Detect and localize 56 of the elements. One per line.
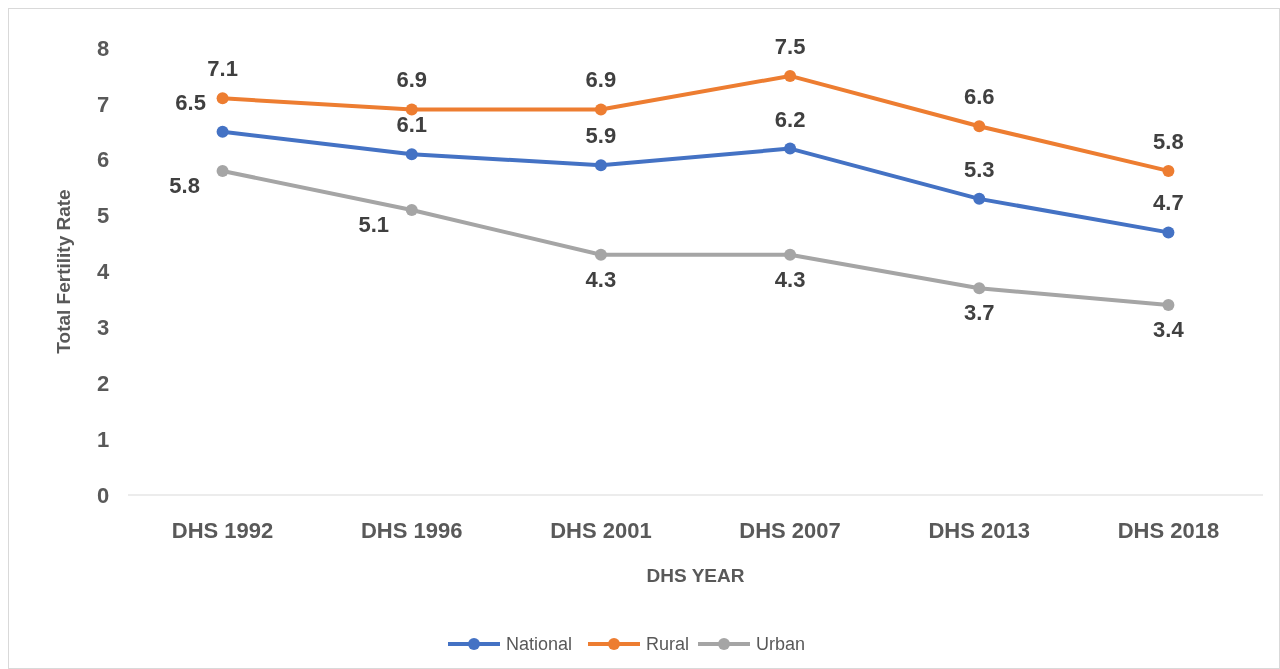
x-axis-title: DHS YEAR [646,565,745,586]
point [784,248,797,261]
point [1162,299,1175,312]
data-label: 6.5 [175,89,206,115]
y-tick-label: 4 [96,259,110,285]
data-label: 5.1 [358,212,390,238]
x-tick-label: DHS 1992 [171,518,274,543]
y-tick-label: 6 [96,147,110,173]
x-tick-label: DHS 1996 [360,518,463,543]
y-tick-label: 0 [96,482,110,508]
y-tick-label: 7 [96,91,110,117]
point [594,248,607,261]
data-label: 5.9 [585,123,617,149]
data-label: 4.3 [585,266,617,292]
data-label: 4.3 [774,266,806,292]
y-tick-label: 1 [96,426,110,452]
data-label: 6.1 [396,112,428,138]
data-label: 7.1 [207,56,238,82]
y-axis-title: Total Fertility Rate [53,189,74,354]
point [784,142,797,155]
y-tick-label: 5 [96,203,110,229]
y-tick-label: 2 [96,370,110,396]
data-label: 5.8 [169,172,200,198]
y-tick-label: 8 [96,35,110,61]
point [216,92,229,105]
data-label: 3.4 [1153,317,1185,343]
data-label: 6.2 [774,106,806,132]
point [405,103,418,116]
point [594,103,607,116]
legend-label: Rural [646,634,690,655]
y-tick-label: 3 [96,315,110,341]
point [405,204,418,217]
point [405,148,418,161]
point [784,69,797,82]
legend-label: National [506,634,573,655]
data-label: 7.5 [774,33,806,59]
point [216,164,229,177]
x-tick-label: DHS 2007 [739,518,841,543]
data-label: 5.3 [963,156,995,182]
legend-label: Urban [756,634,806,655]
data-label: 6.6 [963,84,995,110]
x-tick-label: DHS 2018 [1117,518,1220,543]
data-label: 4.7 [1153,190,1184,216]
point [973,192,986,205]
point [594,159,607,172]
data-label: 5.8 [1153,128,1184,154]
data-label: 3.7 [963,300,995,326]
point [973,120,986,133]
data-label: 6.9 [585,67,617,93]
x-tick-label: DHS 2013 [928,518,1031,543]
point [216,125,229,138]
data-label: 6.9 [396,67,428,93]
point [1162,226,1175,239]
point [973,282,986,295]
x-tick-label: DHS 2001 [550,518,652,543]
point [1162,164,1175,177]
